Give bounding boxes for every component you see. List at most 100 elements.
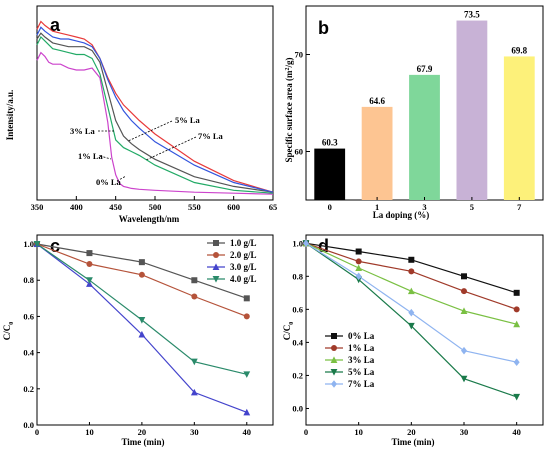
panel-d-point bbox=[513, 393, 521, 401]
panel-d-point bbox=[408, 308, 415, 317]
panel-c-point bbox=[190, 388, 198, 396]
panel-c-point bbox=[243, 295, 250, 302]
panel-c-point bbox=[138, 330, 146, 338]
panel-a-annotation: 1% La bbox=[78, 151, 104, 161]
panel-c-ytick-label: 0.2 bbox=[23, 384, 34, 394]
panel-b-ytick-label: 70 bbox=[295, 50, 304, 60]
panel-b-bar-label: 67.9 bbox=[417, 64, 433, 74]
axis-b-ylabel: Specific surface area (m2/g) bbox=[284, 57, 294, 162]
panel-d-point bbox=[355, 258, 362, 265]
panel-label-b: b bbox=[318, 18, 329, 38]
panel-d-ytick-label: 0.6 bbox=[292, 304, 303, 314]
panel-c-ytick-label: 0.8 bbox=[23, 275, 34, 285]
panel-b-xtick-label: 5 bbox=[470, 202, 474, 212]
panel-d-series-3 bbox=[305, 242, 517, 398]
panel-d-point bbox=[460, 307, 468, 314]
panel-d-point bbox=[513, 289, 520, 296]
panel-a-xtick-label: 65 bbox=[269, 202, 278, 212]
panel-c-ytick-label: 0.6 bbox=[23, 311, 34, 321]
panel-c-point bbox=[138, 317, 146, 324]
panel-d-ytick-label: 0.8 bbox=[292, 271, 303, 281]
panel-a-annotation-line bbox=[145, 136, 197, 161]
panel-a-annotation: 3% La bbox=[70, 126, 96, 136]
panel-a-xtick-label: 500 bbox=[149, 202, 162, 212]
panel-d-legend-marker bbox=[330, 356, 338, 363]
panel-c-point bbox=[191, 293, 198, 300]
panel-c-ytick-label: 0.0 bbox=[23, 420, 34, 430]
axis-b-xlabel: La doping (%) bbox=[373, 210, 430, 220]
panel-b-bar-label: 60.3 bbox=[322, 138, 338, 148]
panel-d-frame bbox=[305, 234, 544, 426]
panel-c-legend-label: 1.0 g/L bbox=[230, 238, 257, 248]
panel-d-ytick-label: 0.0 bbox=[292, 403, 303, 413]
panel-d-ytick-label: 1.0 bbox=[292, 238, 303, 248]
panel-d-xtick-label: 10 bbox=[354, 427, 363, 437]
panel-c-xtick-label: 30 bbox=[190, 427, 199, 437]
panel-a-xtick-label: 550 bbox=[188, 202, 201, 212]
panel-a-annotation: 0% La bbox=[96, 177, 122, 187]
panel-c-point bbox=[190, 358, 198, 366]
panel-c-point bbox=[191, 277, 198, 284]
panel-d-point bbox=[513, 306, 520, 313]
panel-c-point bbox=[243, 371, 251, 378]
panel-d-point bbox=[303, 239, 309, 248]
panel-a-xtick-label: 450 bbox=[109, 202, 122, 212]
panel-d-point bbox=[407, 322, 415, 330]
axis-d-ylabel: C/C0 bbox=[282, 322, 295, 341]
panel-b-bar-label: 73.5 bbox=[464, 10, 480, 20]
panel-a-xtick-label: 600 bbox=[227, 202, 240, 212]
panel-d-series-0 bbox=[305, 242, 517, 294]
panel-c-point bbox=[33, 241, 41, 248]
panel-d-legend-marker bbox=[331, 345, 337, 351]
axis-d-xlabel: Time (min) bbox=[391, 437, 434, 447]
panel-d-point bbox=[355, 272, 362, 281]
panel-d-ytick-label: 0.4 bbox=[292, 337, 303, 347]
panel-c-ytick-label: 1.0 bbox=[23, 239, 34, 249]
panel-c-xtick-label: 40 bbox=[243, 427, 252, 437]
panel-a-series-1 bbox=[36, 35, 274, 194]
panel-d-point bbox=[461, 273, 467, 280]
panel-d-ytick-label: 0.2 bbox=[292, 370, 303, 380]
panel-d-point bbox=[408, 256, 415, 263]
panel-d-legend-label: 7% La bbox=[348, 379, 375, 389]
panel-d-legend-label: 1% La bbox=[348, 343, 375, 353]
panel-b-xtick-label: 0 bbox=[328, 202, 332, 212]
panel-c-xtick-label: 10 bbox=[85, 427, 94, 437]
panel-c-frame bbox=[36, 234, 274, 426]
panel-b-xtick-label: 3 bbox=[422, 202, 426, 212]
panel-a-series-0 bbox=[36, 51, 274, 195]
panel-d-xtick-label: 40 bbox=[512, 427, 521, 437]
panel-d-point bbox=[513, 320, 521, 328]
panel-d-legend-marker bbox=[331, 380, 337, 388]
panel-d-xtick-label: 0 bbox=[304, 427, 308, 437]
panel-c-legend-marker bbox=[212, 263, 220, 270]
panel-c-legend-marker bbox=[213, 240, 219, 246]
panel-d-xtick-label: 30 bbox=[460, 427, 469, 437]
panel-d-xtick-label: 20 bbox=[407, 427, 416, 437]
panel-b-bar-label: 64.6 bbox=[369, 96, 385, 106]
panel-a-annotation-line bbox=[99, 155, 112, 160]
panel-d-point bbox=[461, 288, 467, 295]
panel-a-annotation: 5% La bbox=[175, 115, 201, 125]
panel-b-bar bbox=[314, 148, 346, 200]
panel-b-bar bbox=[409, 74, 440, 200]
panel-d-legend-label: 0% La bbox=[348, 331, 375, 341]
panel-b-xtick-label: 7 bbox=[517, 202, 522, 212]
panel-c-legend-marker bbox=[213, 252, 219, 258]
panel-d-point bbox=[355, 264, 363, 272]
panel-b-xtick-label: 1 bbox=[375, 202, 379, 212]
panel-a-annotation-line bbox=[127, 120, 173, 142]
panel-b-bar bbox=[456, 20, 488, 200]
panel-d-point bbox=[460, 375, 468, 383]
panel-d-point bbox=[461, 346, 467, 355]
panel-b-bar bbox=[503, 56, 535, 200]
panel-c-legend-marker bbox=[212, 276, 220, 283]
panel-a-series-4 bbox=[36, 26, 274, 193]
panel-d-point bbox=[407, 287, 415, 295]
panel-c-point bbox=[138, 259, 145, 266]
panel-c-xtick-label: 20 bbox=[138, 427, 147, 437]
panel-c-legend-label: 3.0 g/L bbox=[230, 262, 257, 272]
panel-c-xtick-label: 0 bbox=[35, 427, 39, 437]
panel-a-frame bbox=[36, 5, 274, 201]
